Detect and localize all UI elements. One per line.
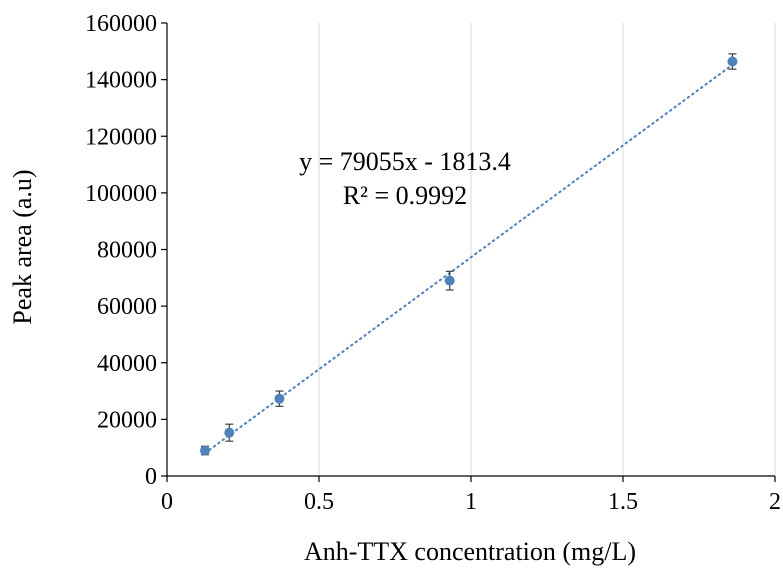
data-points bbox=[200, 53, 738, 456]
data-point bbox=[224, 427, 235, 438]
x-tick-label: 1 bbox=[465, 489, 477, 515]
x-tick-label: 0.5 bbox=[304, 489, 334, 515]
x-axis-title: Anh-TTX concentration (mg/L) bbox=[304, 537, 636, 566]
x-tick-label: 2 bbox=[769, 489, 781, 515]
y-tick-label: 40000 bbox=[97, 351, 157, 377]
tick-labels: 0 20000 40000 60000 80000 100000 120000 140000 1… bbox=[85, 11, 781, 515]
x-tick-label: 0 bbox=[161, 489, 173, 515]
data-point bbox=[444, 275, 455, 286]
y-tick-label: 60000 bbox=[97, 294, 157, 320]
data-point bbox=[727, 56, 738, 67]
trendline-equation: y = 79055x - 1813.4 bbox=[299, 147, 511, 176]
trendline bbox=[204, 63, 734, 455]
y-tick-label: 0 bbox=[145, 464, 157, 490]
data-point bbox=[200, 445, 210, 456]
y-axis-title: Peak area (a.u) bbox=[8, 169, 37, 324]
trendline-r-squared: R² = 0.9992 bbox=[343, 181, 467, 210]
y-tick-label: 20000 bbox=[97, 407, 157, 433]
x-tick-label: 1.5 bbox=[608, 489, 638, 515]
y-tick-label: 80000 bbox=[97, 238, 157, 264]
trendline-path bbox=[204, 63, 734, 455]
y-tick-label: 100000 bbox=[85, 181, 157, 207]
data-point bbox=[274, 393, 285, 404]
y-tick-label: 140000 bbox=[85, 68, 157, 94]
y-tick-label: 160000 bbox=[85, 11, 157, 37]
axes bbox=[161, 22, 776, 482]
y-tick-label: 120000 bbox=[85, 124, 157, 150]
grid-lines bbox=[318, 23, 776, 476]
